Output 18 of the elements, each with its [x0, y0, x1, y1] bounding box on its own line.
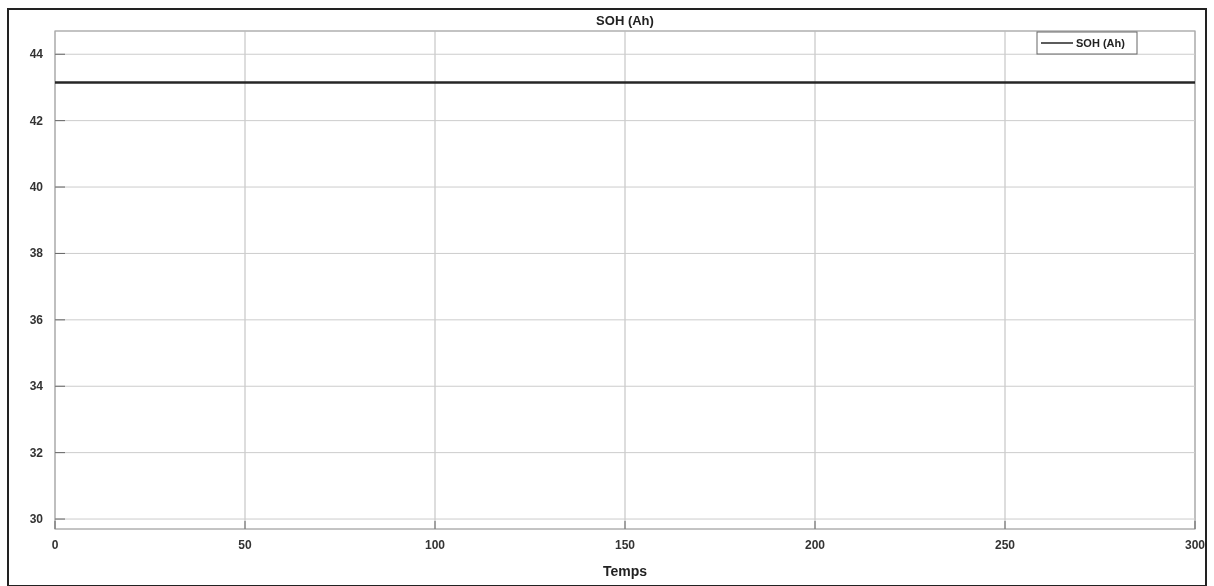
- chart-title: SOH (Ah): [596, 13, 654, 28]
- y-tick-label: 32: [29, 445, 44, 460]
- y-tick-label: 44: [29, 47, 44, 62]
- x-tick-label: 300: [1184, 538, 1206, 552]
- x-tick-label: 0: [51, 538, 59, 552]
- y-tick-label: 42: [29, 113, 44, 128]
- x-tick-label: 200: [804, 538, 826, 552]
- x-axis-title: Temps: [602, 563, 648, 579]
- y-tick-label: 30: [29, 512, 44, 527]
- x-tick-label: 150: [614, 538, 636, 552]
- y-tick-label: 36: [29, 312, 44, 327]
- legend-label: SOH (Ah): [1076, 37, 1126, 49]
- x-tick-label: 50: [238, 538, 252, 552]
- x-tick-label: 250: [994, 538, 1016, 552]
- y-tick-label: 40: [29, 180, 44, 195]
- y-tick-label: 38: [29, 246, 44, 261]
- x-tick-label: 100: [424, 538, 446, 552]
- y-tick-label: 34: [29, 379, 44, 394]
